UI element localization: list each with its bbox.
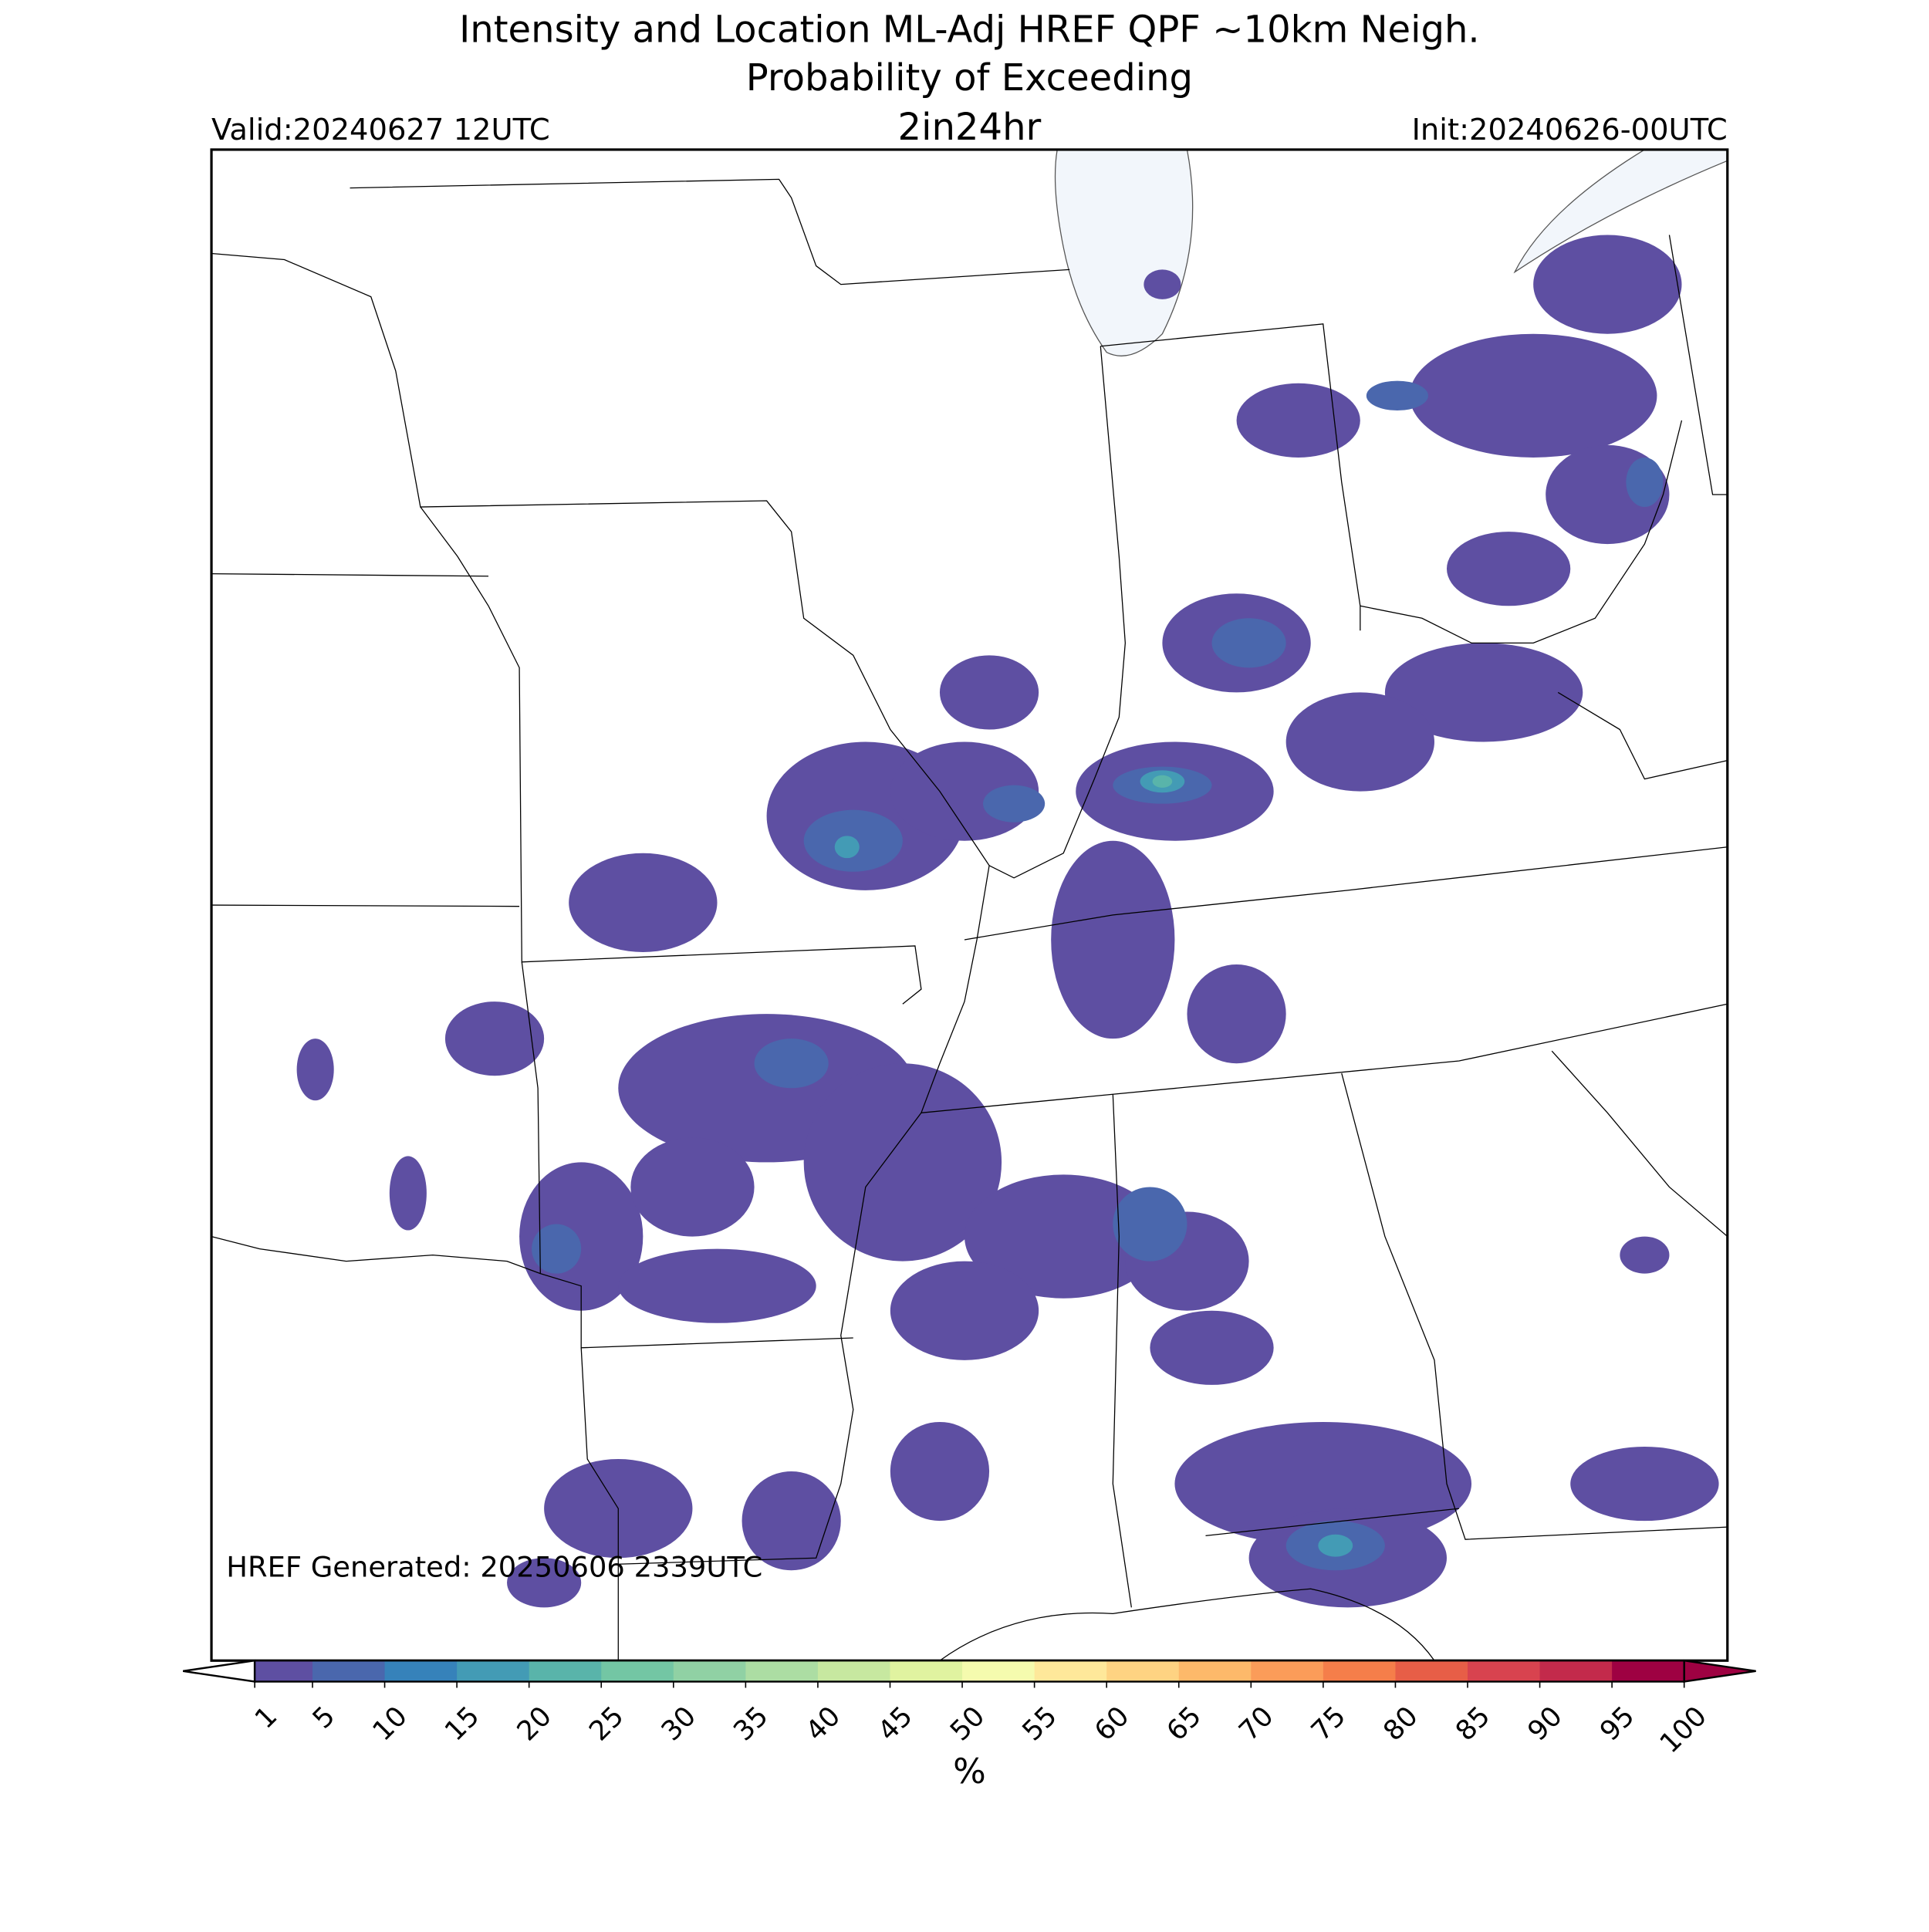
precip-area bbox=[1318, 1534, 1353, 1557]
precip-area bbox=[1051, 840, 1175, 1039]
precip-area bbox=[532, 1224, 582, 1274]
precip-area bbox=[1533, 235, 1682, 334]
colorbar-segment bbox=[1251, 1660, 1324, 1682]
precip-area bbox=[1144, 269, 1181, 299]
precip-area bbox=[890, 1261, 1039, 1360]
precip-area bbox=[569, 853, 718, 952]
colorbar-label: % bbox=[953, 1751, 986, 1792]
generated-note: HREF Generated: 20250606 2339UTC bbox=[226, 1550, 762, 1583]
colorbar-segment bbox=[1539, 1660, 1613, 1682]
precip-area bbox=[1150, 1310, 1274, 1385]
colorbar-segment bbox=[1395, 1660, 1468, 1682]
precip-area bbox=[1113, 1187, 1187, 1262]
colorbar-segment bbox=[384, 1660, 458, 1682]
colorbar-segment bbox=[673, 1660, 747, 1682]
precip-area bbox=[1620, 1236, 1670, 1274]
colorbar-segment bbox=[529, 1660, 603, 1682]
precip-area bbox=[1285, 692, 1434, 792]
title: Intensity and Location ML-Adj HREF QPF ~… bbox=[459, 8, 1480, 51]
precip-area bbox=[507, 1558, 582, 1608]
precip-area bbox=[296, 1039, 334, 1101]
precip-area bbox=[1152, 775, 1173, 788]
threshold: 2in24hr bbox=[898, 106, 1042, 149]
colorbar-segment bbox=[1106, 1660, 1180, 1682]
precip-area bbox=[1236, 383, 1360, 458]
lake-michigan bbox=[1054, 149, 1194, 356]
state-borders bbox=[211, 178, 1728, 1661]
valid-time: Valid:20240627 12UTC bbox=[211, 113, 550, 147]
precip-area bbox=[630, 1137, 755, 1237]
colorbar-segment bbox=[817, 1660, 891, 1682]
colorbar-segment bbox=[255, 1660, 313, 1682]
precip-area bbox=[754, 1039, 829, 1089]
precip-area bbox=[444, 1001, 545, 1076]
precip-area bbox=[983, 785, 1046, 822]
colorbar-segment bbox=[1178, 1660, 1252, 1682]
precip-area bbox=[519, 1162, 644, 1311]
precip-area bbox=[803, 1063, 1002, 1262]
precip-area bbox=[1409, 333, 1657, 458]
precip-area bbox=[389, 1156, 427, 1231]
colorbar-segment bbox=[890, 1660, 963, 1682]
colorbar-segment bbox=[962, 1660, 1035, 1682]
subtitle: Probability of Exceeding bbox=[746, 56, 1193, 100]
precip-area bbox=[1187, 964, 1286, 1064]
precip-area bbox=[834, 836, 860, 859]
lake bbox=[1513, 149, 1728, 274]
precip-area bbox=[742, 1471, 841, 1571]
colorbar-segment bbox=[457, 1660, 530, 1682]
colorbar-segment bbox=[1034, 1660, 1107, 1682]
precip-area bbox=[1366, 380, 1428, 411]
map: HREF Generated: 20250606 2339UTC bbox=[211, 149, 1728, 1661]
precip-area bbox=[1211, 618, 1286, 668]
init-time: Init:20240626-00UTC bbox=[1412, 113, 1728, 147]
precip-area bbox=[964, 1174, 1163, 1299]
precip-area bbox=[618, 1248, 816, 1323]
colorbar-segment bbox=[745, 1660, 819, 1682]
colorbar-segment bbox=[1323, 1660, 1397, 1682]
precip-area bbox=[1447, 532, 1571, 606]
colorbar-segment bbox=[1612, 1660, 1685, 1682]
precip-area bbox=[890, 1421, 990, 1522]
colorbar-segment bbox=[312, 1660, 386, 1682]
precip-area bbox=[939, 655, 1039, 730]
precip-area bbox=[1384, 643, 1583, 742]
precip-area bbox=[1570, 1447, 1719, 1522]
colorbar-frame bbox=[253, 1660, 1685, 1683]
precip-area bbox=[1626, 457, 1664, 508]
colorbar-segment bbox=[1468, 1660, 1541, 1682]
colorbar-segment bbox=[601, 1660, 674, 1682]
